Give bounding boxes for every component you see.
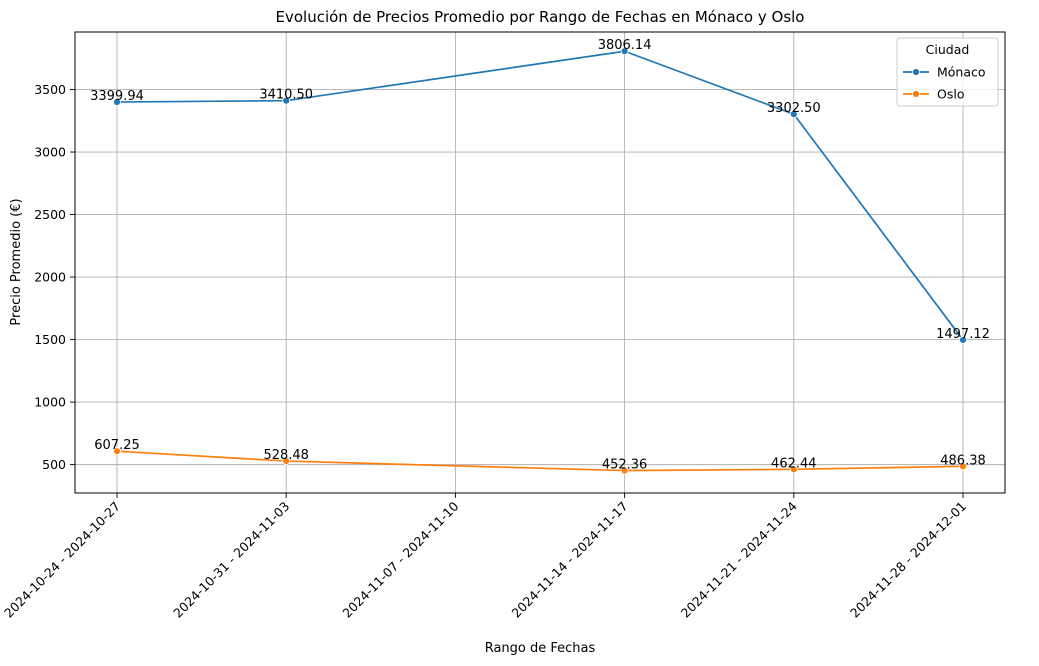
data-label: 462.44: [771, 456, 817, 471]
data-label: 607.25: [94, 438, 140, 453]
y-tick-label: 3500: [34, 82, 66, 97]
x-tick-label: 2024-11-14 - 2024-11-17: [509, 499, 631, 621]
series-line: [116, 50, 964, 341]
data-point: [113, 98, 121, 106]
y-tick-label: 500: [42, 457, 66, 472]
legend-label: Mónaco: [937, 65, 986, 80]
x-tick-label: 2024-10-24 - 2024-10-27: [1, 499, 123, 621]
x-tick-label: 2024-11-07 - 2024-11-10: [339, 498, 461, 620]
plot-frame: [74, 31, 1006, 494]
data-label: 1497.12: [936, 327, 990, 342]
data-point: [959, 336, 967, 344]
x-tick-label: 2024-11-28 - 2024-12-01: [847, 499, 969, 621]
data-label: 3399.94: [90, 89, 144, 104]
data-point: [959, 462, 967, 471]
x-axis: 2024-10-24 - 2024-10-27 2024-10-31 - 2024…: [1, 493, 969, 621]
y-tick-label: 2500: [34, 207, 66, 222]
data-point: [113, 447, 121, 456]
data-point: [282, 457, 291, 465]
data-point: [620, 466, 629, 475]
series-line: [116, 450, 964, 472]
legend-title: Ciudad: [926, 42, 970, 57]
legend: Ciudad Mónaco Oslo: [896, 37, 999, 107]
legend-marker: [912, 90, 920, 98]
data-label: 3410.50: [259, 88, 313, 103]
series-layer: [113, 47, 967, 475]
data-labels: 3399.94 3410.50 3806.14 3302.50 1497.12 607.2…: [90, 38, 990, 472]
y-tick-label: 2000: [34, 270, 66, 285]
data-label: 3806.14: [598, 38, 652, 53]
legend-marker: [912, 68, 920, 76]
x-axis-title: Rango de Fechas: [485, 641, 596, 656]
x-tick-label: 2024-11-21 - 2024-11-24: [678, 498, 800, 620]
y-axis: 500 1000 1500 2000 2500 3000 3500: [34, 82, 75, 472]
y-tick-label: 1000: [34, 395, 66, 410]
data-label: 452.36: [602, 458, 648, 473]
legend-box: [896, 37, 999, 107]
data-point: [620, 47, 629, 56]
data-label: 528.48: [263, 448, 309, 463]
y-tick-label: 1500: [34, 332, 66, 347]
grid: [75, 32, 1005, 493]
y-axis-title: Precio Promedio (€): [9, 198, 24, 325]
data-label: 486.38: [940, 453, 986, 468]
legend-label: Oslo: [937, 87, 964, 102]
y-tick-label: 3000: [34, 145, 66, 160]
data-point: [789, 110, 798, 119]
data-point: [282, 96, 291, 105]
data-label: 3302.50: [767, 101, 821, 116]
chart-title: Evolución de Precios Promedio por Rango …: [276, 8, 805, 26]
data-point: [789, 465, 798, 474]
x-tick-label: 2024-10-31 - 2024-11-03: [170, 499, 292, 621]
